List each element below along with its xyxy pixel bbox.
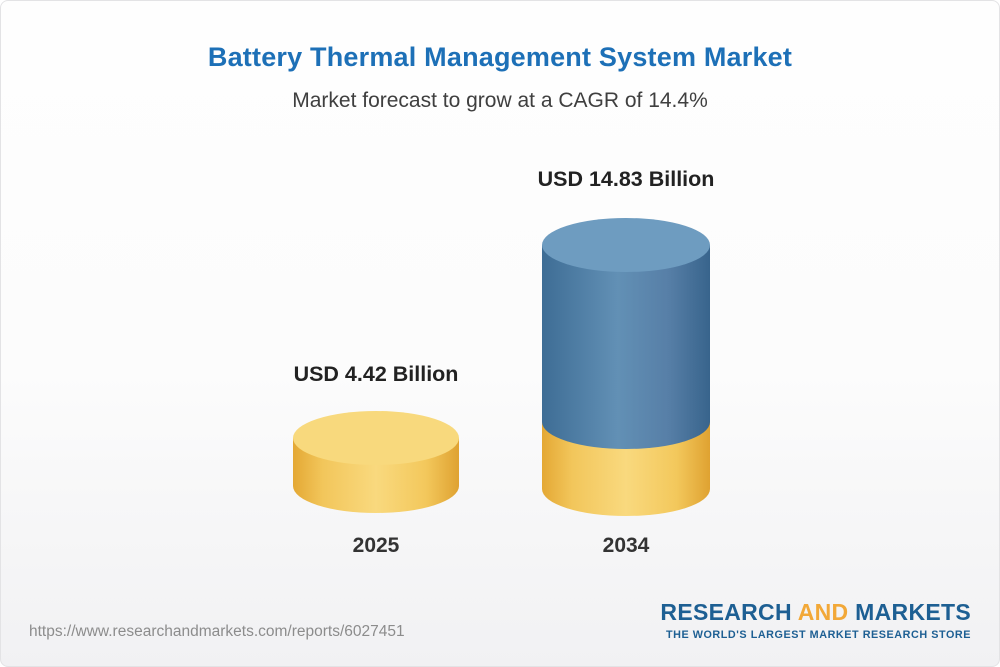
logo-wordmark: RESEARCH AND MARKETS [660, 599, 971, 626]
value-label-2025: USD 4.42 Billion [293, 362, 459, 386]
logo-word-and: AND [797, 599, 849, 625]
bar-2034-cylinder [542, 218, 710, 516]
bar-2025-cylinder [293, 411, 459, 513]
chart-title: Battery Thermal Management System Market [207, 42, 793, 72]
axis-label-2034: 2034 [602, 534, 650, 557]
chart-subtitle: Market forecast to grow at a CAGR of 14.… [292, 89, 708, 112]
logo-word-markets: MARKETS [855, 599, 971, 625]
research-and-markets-logo: RESEARCH AND MARKETS THE WORLD'S LARGEST… [660, 599, 971, 641]
value-label-2034: USD 14.83 Billion [537, 167, 715, 191]
logo-tagline: THE WORLD'S LARGEST MARKET RESEARCH STOR… [665, 629, 971, 641]
report-url: https://www.researchandmarkets.com/repor… [29, 623, 405, 640]
axis-label-2025: 2025 [352, 534, 400, 557]
logo-word-research: RESEARCH [660, 599, 792, 625]
